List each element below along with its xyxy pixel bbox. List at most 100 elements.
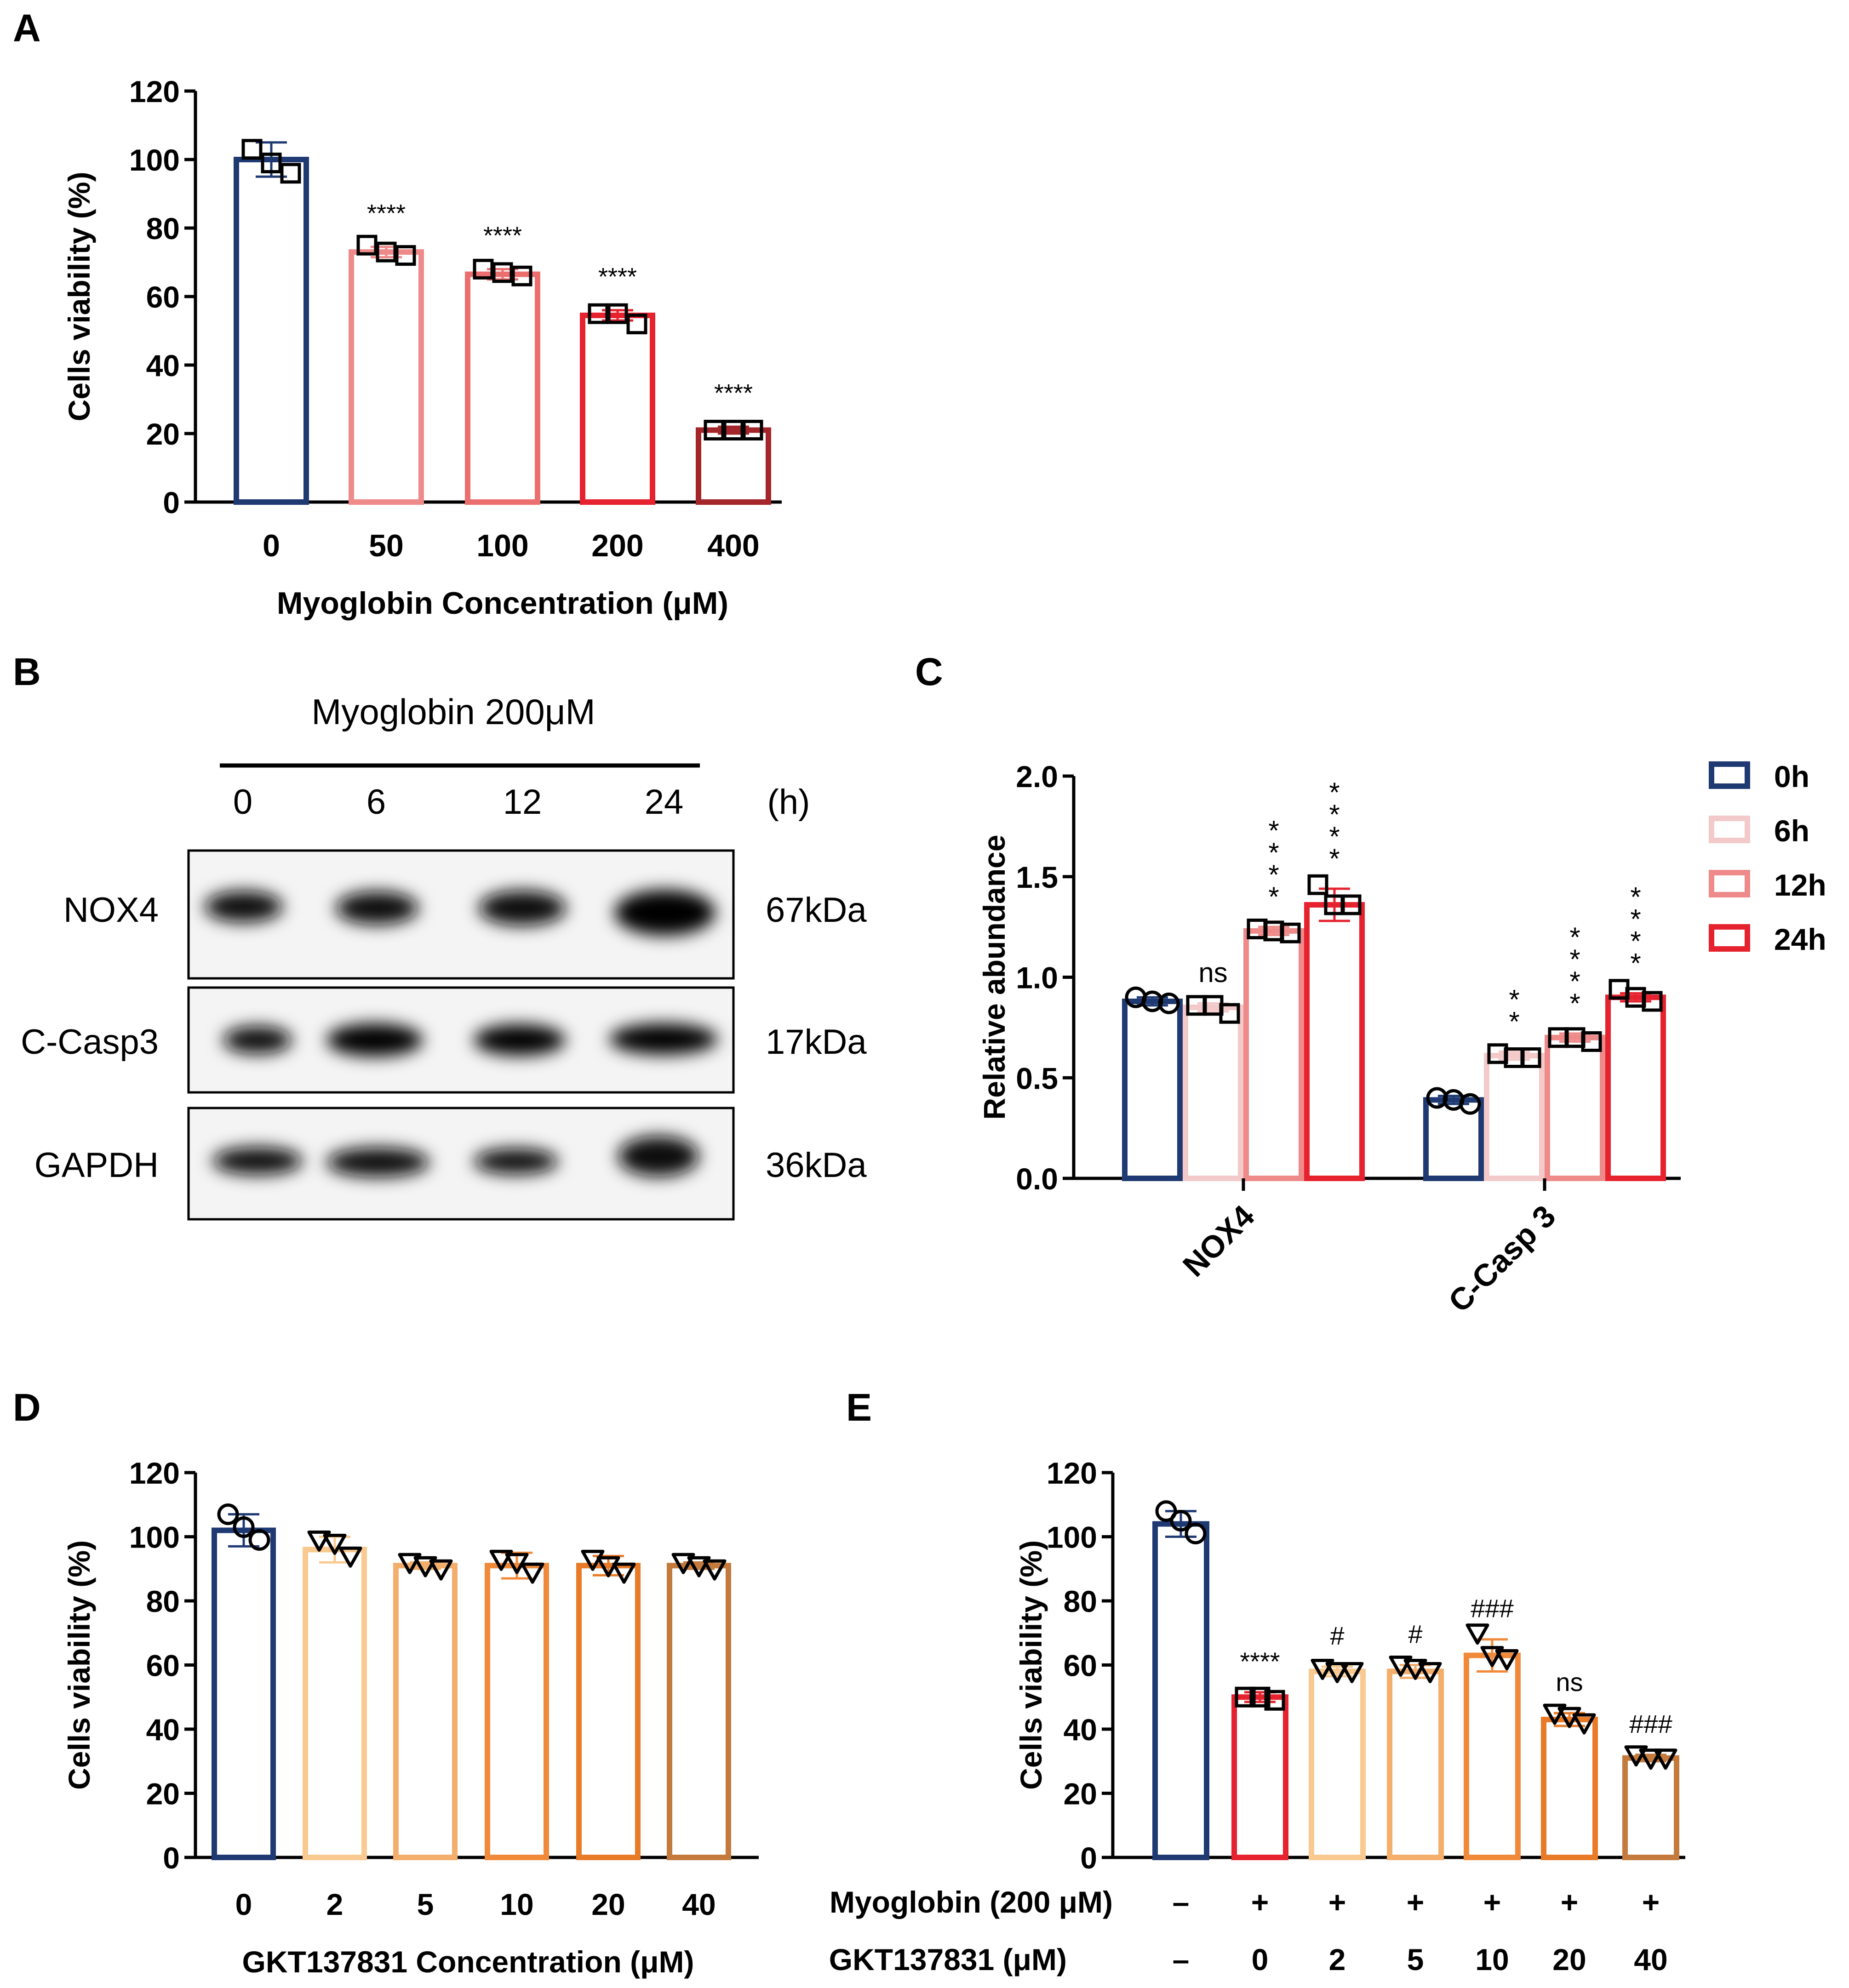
x-tick-label: 200 — [591, 528, 643, 563]
significance-star: * — [1630, 904, 1641, 935]
data-point-square — [492, 262, 513, 283]
y-tick-label: 100 — [1047, 1520, 1097, 1554]
legend-swatch — [1709, 870, 1750, 897]
significance-star: * — [1509, 1006, 1519, 1037]
x-tick-label: C-Casp 3 — [1442, 1199, 1562, 1319]
y-tick-label: 120 — [129, 1456, 180, 1490]
y-tick-label: 0.0 — [1016, 1162, 1058, 1196]
blot-size-label: 17kDa — [766, 1023, 867, 1062]
significance-star: * — [1268, 837, 1279, 868]
data-point-square — [511, 265, 532, 286]
data-point-square — [261, 152, 282, 173]
bar — [696, 427, 771, 505]
blot-band — [474, 1024, 566, 1056]
data-point-square — [473, 258, 494, 280]
data-point-square — [1642, 991, 1663, 1012]
y-tick-label: 2.0 — [1016, 760, 1058, 794]
significance-star: * — [1329, 843, 1340, 874]
x-tick-label: 0 — [235, 1887, 252, 1921]
significance-label: **** — [714, 379, 753, 407]
legend-label: 24h — [1774, 922, 1826, 956]
data-point-square — [376, 241, 397, 263]
gkt-row-label: GKT137831 (μM) — [829, 1942, 1067, 1977]
data-point-triangle — [307, 1530, 331, 1552]
bar — [1183, 1005, 1243, 1181]
blot-band — [326, 1148, 429, 1177]
data-point-square — [742, 420, 763, 441]
data-point-triangle — [1572, 1713, 1596, 1735]
significance-label: ### — [1629, 1709, 1672, 1738]
y-tick-label: 0 — [1080, 1841, 1097, 1875]
chart-d-y-axis-title: Cells viability (%) — [62, 1540, 96, 1790]
blot-lane-label: 0 — [233, 783, 252, 822]
gkt-row-value: 40 — [1634, 1942, 1667, 1977]
blot-band — [609, 1023, 718, 1055]
blot-protein-label: GAPDH — [34, 1146, 159, 1185]
myoglobin-row-label: Myoglobin (200 μM) — [830, 1885, 1113, 1919]
data-point-square — [1249, 1686, 1271, 1708]
data-point-triangle — [1403, 1658, 1427, 1680]
data-point-triangle — [1480, 1646, 1504, 1668]
y-tick-label: 60 — [1064, 1649, 1097, 1683]
x-tick-label: 10 — [500, 1887, 533, 1921]
gkt-row-value: 2 — [1329, 1942, 1346, 1977]
significance-label: # — [1408, 1620, 1422, 1649]
y-tick-label: 1.5 — [1016, 860, 1058, 894]
significance-star: * — [1569, 988, 1580, 1019]
bar — [212, 1527, 276, 1861]
significance-label: **** — [367, 200, 406, 227]
gkt-row-value: 10 — [1475, 1942, 1509, 1977]
gkt-row-value: 20 — [1552, 1942, 1586, 1977]
data-point-triangle — [429, 1559, 453, 1581]
significance-star: * — [1630, 948, 1641, 979]
blot-band — [205, 891, 283, 922]
data-point-square — [1520, 1047, 1541, 1068]
y-tick-label: 0 — [163, 486, 180, 520]
significance-label: **** — [1240, 1647, 1280, 1676]
panel-label-c: C — [915, 650, 943, 693]
data-point-triangle — [323, 1533, 347, 1555]
data-point-triangle — [1389, 1656, 1413, 1677]
western-blot: Myoglobin 200μM 0 6 12 24 (h) NOX4 67kDa… — [21, 691, 867, 1221]
data-point-circle — [248, 1529, 270, 1551]
bar — [465, 271, 540, 505]
data-point-triangle — [581, 1549, 605, 1571]
x-tick-label: 100 — [476, 528, 528, 563]
blot-band — [336, 891, 418, 925]
bar — [1122, 999, 1183, 1181]
significance-star: * — [1569, 922, 1580, 953]
y-tick-label: 120 — [1047, 1456, 1097, 1490]
blot-band — [223, 1026, 292, 1054]
data-point-triangle — [1654, 1748, 1677, 1770]
y-tick-label: 20 — [146, 417, 180, 451]
data-point-square — [1219, 1003, 1240, 1024]
panel-label-d: D — [13, 1386, 41, 1429]
x-tick-label: 20 — [591, 1887, 625, 1921]
y-tick-label: 80 — [146, 211, 180, 246]
significance-star: * — [1630, 926, 1641, 957]
blot-band — [212, 1147, 303, 1175]
data-point-circle — [1158, 992, 1180, 1014]
significance-star: * — [1569, 944, 1580, 975]
y-tick-label: 100 — [129, 143, 180, 177]
chart-a-y-axis-title: Cells viability (%) — [62, 172, 96, 422]
chart-c-y-axis-title: Relative abundance — [977, 835, 1011, 1120]
data-point-triangle — [596, 1556, 620, 1577]
x-tick-label: 2 — [326, 1887, 343, 1921]
data-point-square — [395, 245, 416, 266]
data-point-circle — [217, 1503, 239, 1525]
data-point-triangle — [521, 1562, 544, 1584]
y-tick-label: 0.5 — [1016, 1061, 1058, 1095]
data-point-triangle — [1639, 1748, 1663, 1770]
bar — [1304, 902, 1365, 1181]
data-point-circle — [233, 1516, 255, 1538]
data-point-triangle — [703, 1559, 727, 1581]
panel-label-e: E — [846, 1386, 872, 1429]
data-point-triangle — [1311, 1658, 1334, 1680]
y-tick-label: 60 — [146, 280, 180, 314]
blot-band — [614, 890, 716, 936]
data-point-circle — [1185, 1523, 1207, 1545]
y-tick-label: 1.0 — [1016, 961, 1058, 995]
data-point-triangle — [612, 1562, 636, 1584]
significance-label: ns — [1556, 1668, 1583, 1697]
